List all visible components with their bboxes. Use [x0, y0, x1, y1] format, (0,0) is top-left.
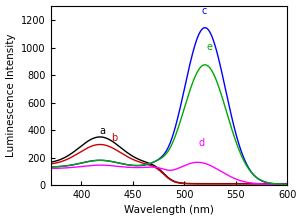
Text: a: a [99, 126, 105, 136]
Text: e: e [206, 42, 212, 52]
Text: b: b [111, 133, 117, 143]
Text: d: d [199, 138, 205, 148]
Text: c: c [201, 6, 207, 16]
Y-axis label: Luminescence Intensity: Luminescence Intensity [5, 34, 16, 157]
X-axis label: Wavelength (nm): Wavelength (nm) [124, 206, 214, 215]
